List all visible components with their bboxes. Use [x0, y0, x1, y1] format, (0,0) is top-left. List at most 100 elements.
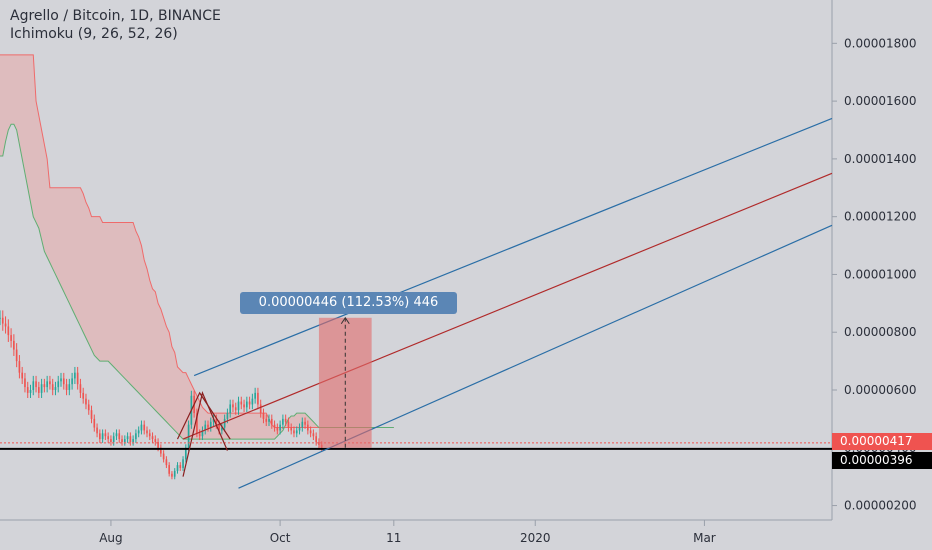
candle-body — [168, 465, 171, 474]
candle-body — [46, 381, 48, 388]
candle-body — [24, 378, 26, 388]
candle-body — [146, 430, 148, 434]
candle-body — [126, 436, 129, 440]
candle-body — [295, 430, 298, 434]
candle-body — [137, 430, 140, 434]
candle-body — [35, 381, 37, 388]
candle-body — [182, 459, 184, 468]
candle-body — [251, 398, 254, 405]
candle-body — [37, 387, 40, 393]
candle-body — [26, 387, 29, 393]
support-price-tag: 0.00000396 — [832, 452, 932, 469]
candle-body — [32, 381, 35, 390]
candle-body — [184, 447, 187, 460]
candle-body — [74, 372, 76, 379]
candle-body — [270, 418, 273, 425]
candle-body — [140, 424, 143, 431]
candle-body — [204, 424, 207, 431]
candle-body — [143, 424, 146, 431]
candle-body — [179, 465, 182, 468]
candle-body — [237, 401, 240, 411]
ytick-label: 0.00001000 — [844, 267, 917, 281]
candle-body — [85, 398, 87, 405]
candle-body — [201, 430, 204, 437]
candle-body — [93, 418, 96, 428]
candle-body — [301, 421, 304, 428]
candle-body — [82, 392, 85, 399]
candle-body — [218, 424, 220, 431]
candle-body — [4, 323, 7, 327]
ytick-label: 0.00001600 — [844, 94, 917, 108]
xtick-label: 2020 — [520, 531, 551, 545]
candle-body — [198, 433, 201, 437]
candle-body — [76, 372, 79, 385]
candle-body — [154, 439, 157, 442]
candle-body — [112, 436, 115, 442]
xtick-label: Oct — [270, 531, 291, 545]
candle-body — [71, 378, 73, 385]
candle-body — [173, 470, 176, 477]
candle-body — [1, 317, 4, 324]
candle-body — [176, 465, 179, 471]
candle-body — [104, 433, 107, 437]
candle-body — [284, 418, 287, 422]
candle-body — [101, 433, 104, 440]
candle-body — [232, 404, 234, 408]
candle-body — [68, 384, 71, 390]
ytick-label: 0.00001400 — [844, 152, 917, 166]
ichimoku-cloud — [0, 54, 394, 440]
candle-body — [307, 424, 309, 431]
candle-body — [7, 326, 10, 336]
candle-body — [79, 384, 82, 393]
candle-body — [262, 413, 265, 419]
chart-title: Agrello / Bitcoin, 1D, BINANCE — [10, 8, 221, 24]
candle-body — [148, 433, 151, 437]
candle-body — [99, 433, 101, 440]
candle-body — [229, 404, 232, 414]
candle-body — [115, 433, 118, 437]
candle-body — [15, 349, 18, 362]
candle-body — [49, 381, 51, 385]
candle-body — [304, 421, 306, 425]
candle-body — [57, 381, 60, 388]
channel-upper-line — [193, 117, 833, 377]
candle-body — [290, 427, 293, 431]
candle-body — [87, 404, 90, 411]
candle-body — [279, 424, 281, 431]
candle-body — [282, 418, 284, 425]
candle-body — [40, 384, 43, 393]
candle-body — [234, 407, 237, 411]
candle-body — [273, 424, 276, 428]
pattern-zigzag-2 — [176, 391, 231, 440]
candle-body — [43, 384, 46, 388]
candle-body — [96, 427, 98, 434]
candle-body — [276, 427, 279, 431]
candle-body — [10, 335, 12, 341]
candle-body — [293, 430, 295, 434]
candle-body — [21, 372, 24, 379]
candle-body — [29, 390, 32, 393]
projection-arrowhead — [340, 316, 350, 325]
candle-body — [51, 384, 54, 390]
candle-body — [209, 421, 212, 428]
candle-body — [259, 404, 262, 414]
candle-body — [162, 453, 165, 460]
channel-middle-line — [182, 172, 833, 440]
candle-body — [207, 424, 209, 428]
candle-body — [65, 384, 68, 390]
candle-body — [298, 427, 301, 431]
candle-body — [287, 421, 290, 428]
candle-body — [121, 439, 123, 442]
candle-body — [265, 418, 268, 422]
candle-body — [309, 430, 312, 434]
pattern-zigzag — [182, 390, 228, 477]
candle-body — [268, 418, 270, 422]
last-price-tag: 0.00000417 — [832, 433, 932, 450]
candle-body — [54, 387, 57, 390]
candle-body — [110, 439, 112, 442]
candle-body — [135, 433, 137, 440]
candle-body — [62, 378, 65, 385]
candle-body — [226, 413, 229, 419]
